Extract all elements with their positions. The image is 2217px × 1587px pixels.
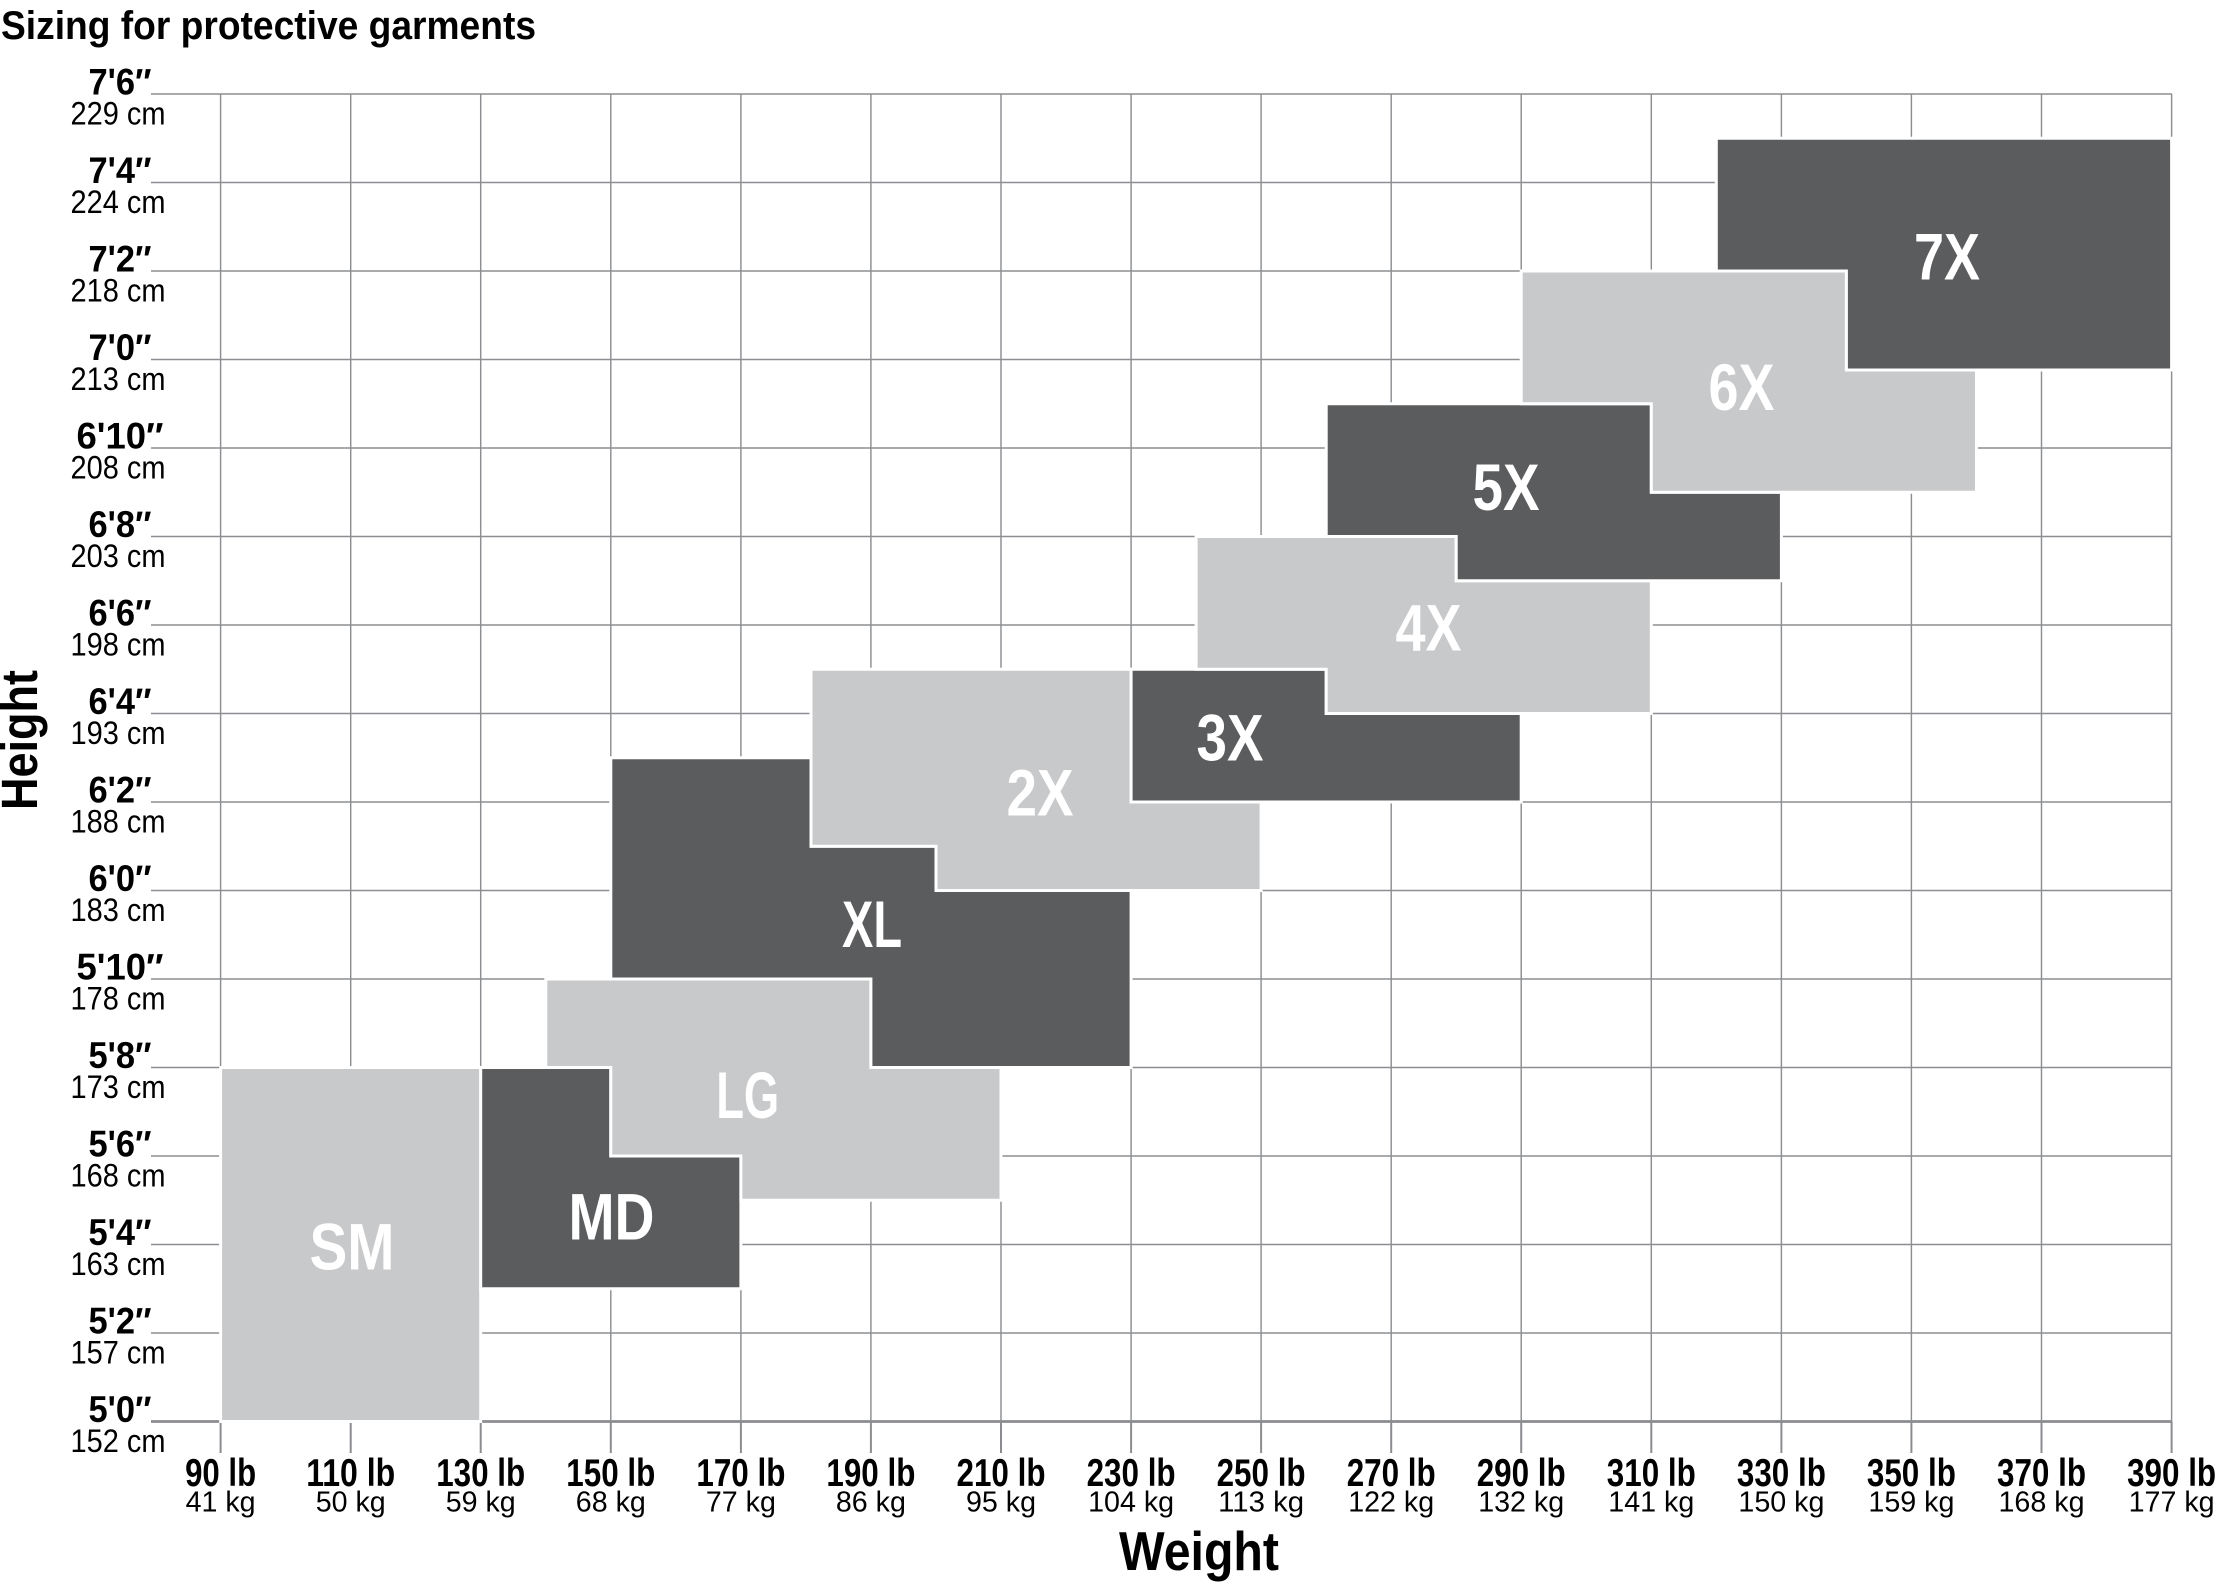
svg-text:224 cm: 224 cm <box>71 184 166 220</box>
svg-text:7'2″: 7'2″ <box>89 238 152 280</box>
svg-text:250 lb: 250 lb <box>1217 1452 1306 1495</box>
svg-text:350 lb: 350 lb <box>1867 1452 1956 1495</box>
svg-text:SM: SM <box>310 1210 395 1284</box>
svg-text:68 kg: 68 kg <box>576 1487 646 1519</box>
svg-text:170 lb: 170 lb <box>696 1452 785 1495</box>
svg-text:41 kg: 41 kg <box>186 1487 256 1519</box>
svg-text:95 kg: 95 kg <box>966 1487 1036 1519</box>
svg-text:5'8″: 5'8″ <box>89 1034 152 1076</box>
svg-text:86 kg: 86 kg <box>836 1487 906 1519</box>
svg-text:6'2″: 6'2″ <box>89 769 152 811</box>
svg-text:152 cm: 152 cm <box>71 1423 166 1459</box>
svg-text:310 lb: 310 lb <box>1607 1452 1696 1495</box>
svg-text:5'6″: 5'6″ <box>89 1123 152 1165</box>
svg-text:168 cm: 168 cm <box>71 1158 166 1194</box>
svg-text:7'4″: 7'4″ <box>89 149 152 191</box>
svg-text:270 lb: 270 lb <box>1347 1452 1436 1495</box>
svg-text:7'0″: 7'0″ <box>89 326 152 368</box>
svg-text:203 cm: 203 cm <box>71 538 166 574</box>
svg-text:210 lb: 210 lb <box>957 1452 1046 1495</box>
svg-text:188 cm: 188 cm <box>71 804 166 840</box>
svg-text:159 kg: 159 kg <box>1868 1487 1954 1519</box>
svg-text:104 kg: 104 kg <box>1088 1487 1174 1519</box>
svg-text:150 kg: 150 kg <box>1738 1487 1824 1519</box>
svg-text:5'2″: 5'2″ <box>89 1300 152 1342</box>
svg-text:XL: XL <box>842 887 902 961</box>
svg-text:157 cm: 157 cm <box>71 1335 166 1371</box>
svg-text:213 cm: 213 cm <box>71 361 166 397</box>
svg-text:193 cm: 193 cm <box>71 715 166 751</box>
svg-text:130 lb: 130 lb <box>436 1452 525 1495</box>
svg-text:290 lb: 290 lb <box>1477 1452 1566 1495</box>
svg-text:6X: 6X <box>1709 350 1775 424</box>
svg-text:6'4″: 6'4″ <box>89 680 152 722</box>
svg-text:150 lb: 150 lb <box>566 1452 655 1495</box>
svg-text:122 kg: 122 kg <box>1348 1487 1434 1519</box>
svg-text:Height: Height <box>0 670 48 810</box>
svg-text:Sizing for protective garments: Sizing for protective garments <box>1 4 536 48</box>
svg-text:6'0″: 6'0″ <box>89 857 152 899</box>
svg-text:Weight: Weight <box>1119 1520 1279 1582</box>
svg-text:113 kg: 113 kg <box>1218 1487 1304 1519</box>
svg-text:183 cm: 183 cm <box>71 892 166 928</box>
svg-text:5'0″: 5'0″ <box>89 1388 152 1430</box>
svg-text:77 kg: 77 kg <box>706 1487 776 1519</box>
svg-text:370 lb: 370 lb <box>1997 1452 2086 1495</box>
svg-text:4X: 4X <box>1396 591 1462 665</box>
svg-text:MD: MD <box>569 1179 655 1253</box>
svg-text:2X: 2X <box>1007 756 1074 830</box>
svg-text:173 cm: 173 cm <box>71 1069 166 1105</box>
svg-text:163 cm: 163 cm <box>71 1246 166 1282</box>
svg-text:LG: LG <box>716 1058 779 1132</box>
svg-text:330 lb: 330 lb <box>1737 1452 1826 1495</box>
svg-text:59 kg: 59 kg <box>446 1487 516 1519</box>
svg-text:190 lb: 190 lb <box>826 1452 915 1495</box>
svg-text:110 lb: 110 lb <box>306 1452 395 1495</box>
svg-text:208 cm: 208 cm <box>71 450 166 486</box>
svg-text:218 cm: 218 cm <box>71 273 166 309</box>
svg-text:229 cm: 229 cm <box>71 96 166 132</box>
svg-text:141 kg: 141 kg <box>1608 1487 1694 1519</box>
svg-text:5X: 5X <box>1473 450 1540 524</box>
svg-text:168 kg: 168 kg <box>1999 1487 2085 1519</box>
svg-text:7'6″: 7'6″ <box>89 61 152 103</box>
svg-text:132 kg: 132 kg <box>1478 1487 1564 1519</box>
svg-text:6'8″: 6'8″ <box>89 503 152 545</box>
svg-text:390 lb: 390 lb <box>2127 1452 2216 1495</box>
svg-text:90 lb: 90 lb <box>185 1452 256 1495</box>
svg-text:6'10″: 6'10″ <box>77 415 164 457</box>
svg-text:7X: 7X <box>1914 220 1980 294</box>
svg-text:230 lb: 230 lb <box>1087 1452 1176 1495</box>
svg-text:50 kg: 50 kg <box>316 1487 386 1519</box>
svg-text:5'10″: 5'10″ <box>77 946 164 988</box>
svg-text:198 cm: 198 cm <box>71 627 166 663</box>
svg-text:6'6″: 6'6″ <box>89 592 152 634</box>
svg-text:5'4″: 5'4″ <box>89 1211 152 1253</box>
svg-text:178 cm: 178 cm <box>71 981 166 1017</box>
svg-text:3X: 3X <box>1197 701 1264 775</box>
svg-text:177 kg: 177 kg <box>2129 1487 2215 1519</box>
